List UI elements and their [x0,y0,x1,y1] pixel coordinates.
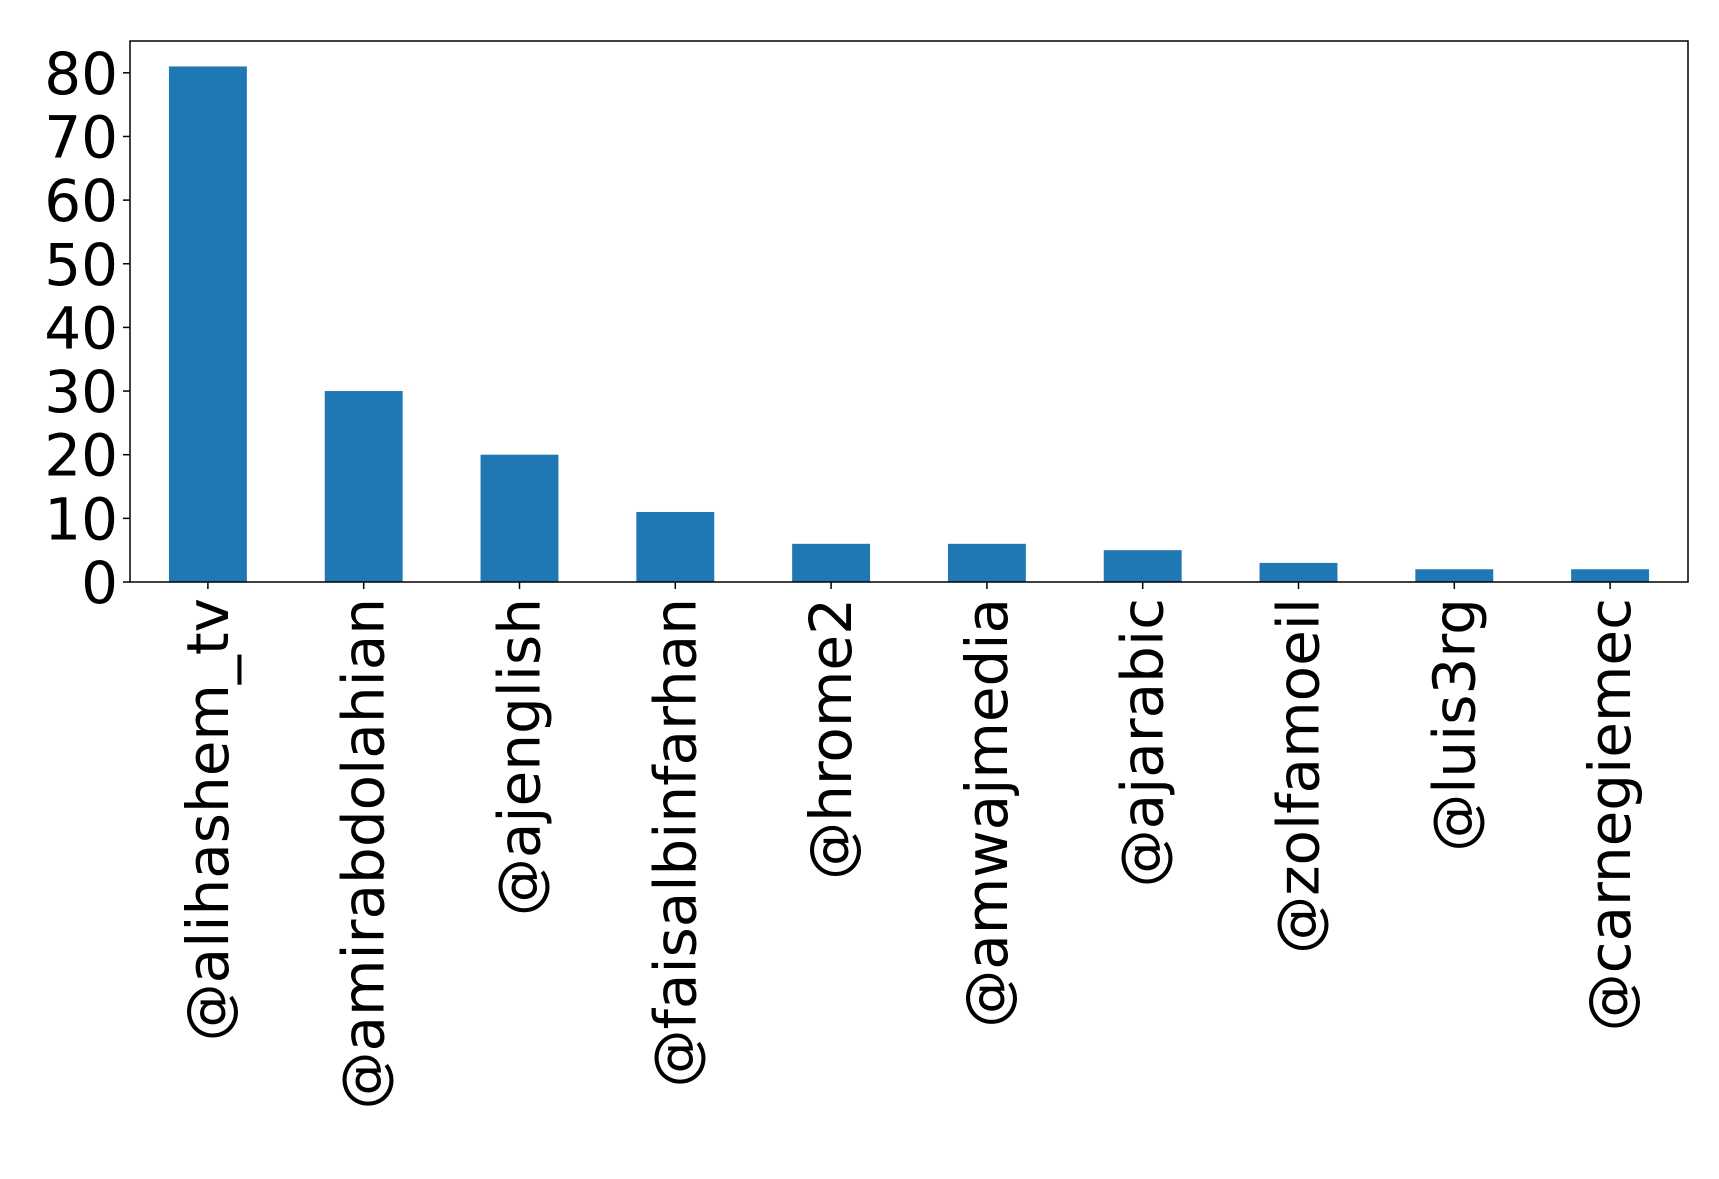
bar [947,543,1026,582]
x-tick-label: @zolfamoeil [1265,598,1333,954]
bars-group [168,66,1650,583]
plot-frame [129,40,1689,583]
y-tick-label: 60 [44,167,118,235]
bar [480,454,559,582]
bar [324,391,403,582]
x-tick-label: @ajenglish [486,598,554,916]
x-tick-label: @amirabdolahian [330,598,398,1110]
bar [1103,550,1182,582]
bar [1415,569,1494,582]
x-tick-label: @hrome2 [797,598,865,880]
y-tick-label: 30 [44,358,118,426]
x-axis: @alihashem_tv @amirabdolahian @ajenglish @f… [174,582,1644,1110]
y-tick-label: 10 [44,485,118,553]
bar [636,511,715,582]
x-tick-label: @luis3rg [1420,598,1488,852]
y-tick-label: 20 [44,422,118,490]
bar [1571,569,1650,582]
x-tick-label: @ajarabic [1109,598,1177,887]
y-tick-label: 0 [81,549,118,617]
bar [792,543,871,582]
x-tick-label: @amwajmedia [953,598,1021,1028]
y-tick-label: 40 [44,294,118,362]
x-tick-label: @faisalbinfarhan [641,598,709,1088]
y-tick-label: 50 [44,231,118,299]
bar [1259,562,1338,582]
x-tick-label: @carnegiemec [1576,598,1644,1031]
y-tick-label: 70 [44,103,118,171]
y-tick-label: 80 [44,40,118,108]
bar [168,66,247,583]
x-tick-label: @alihashem_tv [174,598,242,1041]
